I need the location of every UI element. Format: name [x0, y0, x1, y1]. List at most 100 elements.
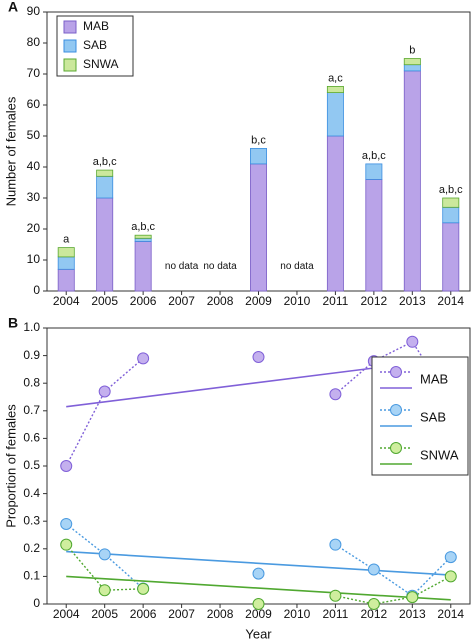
- bar-segment: [57, 256, 75, 270]
- bar-segment: [96, 197, 114, 292]
- y-tick-label: 0.4: [23, 486, 40, 500]
- x-tick-label: 2005: [91, 294, 118, 308]
- point: [98, 385, 111, 398]
- x-tick-label: 2013: [399, 294, 426, 308]
- y-tick-label: 0.6: [23, 431, 40, 445]
- x-tick-label: 2009: [245, 607, 272, 621]
- x-tick-label: 2004: [53, 294, 80, 308]
- x-tick-label: 2005: [91, 607, 118, 621]
- legend-box: [371, 356, 469, 476]
- bar-segment: [134, 240, 152, 292]
- bar-annotation: no data: [165, 261, 199, 272]
- point: [60, 538, 73, 551]
- y-tick-label: 0: [33, 596, 40, 610]
- point: [406, 335, 419, 348]
- bar-segment: [326, 135, 344, 292]
- bar-annotation: a,b,c: [93, 156, 117, 168]
- bar-annotation: a,b,c: [362, 150, 386, 162]
- y-tick-label: 90: [27, 4, 41, 18]
- bar-segment: [250, 163, 267, 292]
- x-tick-label: 2008: [207, 607, 234, 621]
- y-tick-label: 0.5: [23, 458, 40, 472]
- point: [444, 570, 457, 583]
- legend-swatch: [63, 58, 77, 72]
- dotted-line: [65, 544, 452, 605]
- x-tick-label: 2010: [284, 607, 311, 621]
- legend-swatch: [63, 39, 77, 53]
- y-tick-label: 0.7: [23, 403, 40, 417]
- bar-annotation: a,b,c: [439, 184, 463, 196]
- x-axis-label: Year: [245, 626, 272, 641]
- bar-segment: [250, 147, 267, 165]
- x-tick-label: 2006: [130, 294, 157, 308]
- y-tick-label: 0.2: [23, 541, 40, 555]
- y-tick-label: 50: [27, 128, 41, 142]
- point: [98, 548, 111, 561]
- x-tick-label: 2007: [168, 607, 195, 621]
- point: [367, 598, 380, 610]
- point: [329, 589, 342, 602]
- bar-segment: [403, 70, 421, 292]
- point: [137, 352, 150, 365]
- x-tick-label: 2010: [284, 294, 311, 308]
- bar-segment: [442, 197, 460, 208]
- point: [137, 582, 150, 595]
- y-tick-label: 0: [33, 283, 40, 297]
- bar-annotation: no data: [280, 261, 314, 272]
- legend-marker: [390, 404, 402, 416]
- bar-annotation: a,c: [328, 72, 343, 84]
- y-tick-label: 30: [27, 190, 41, 204]
- y-tick-label: 0.1: [23, 569, 40, 583]
- point: [60, 517, 73, 530]
- y-tick-label: 0.9: [23, 348, 40, 362]
- legend-marker: [390, 442, 402, 454]
- legend-label: SAB: [83, 38, 107, 52]
- bar-segment: [326, 86, 344, 94]
- bar-annotation: b: [409, 44, 415, 56]
- bar-segment: [403, 64, 421, 72]
- trend-line: [66, 550, 451, 576]
- bar-annotation: a,b,c: [131, 221, 155, 233]
- dotted-line: [65, 523, 452, 597]
- x-tick-label: 2007: [168, 294, 195, 308]
- legend-marker: [390, 366, 402, 378]
- y-tick-label: 0.3: [23, 513, 40, 527]
- bar-segment: [326, 92, 344, 137]
- y-tick-label: 60: [27, 97, 41, 111]
- y-tick-label: 0.8: [23, 375, 40, 389]
- point: [367, 563, 380, 576]
- y-tick-label: 20: [27, 221, 41, 235]
- legend-label: MAB: [83, 19, 109, 33]
- x-tick-label: 2006: [130, 607, 157, 621]
- legend-swatch: [63, 20, 77, 34]
- legend-label: SNWA: [83, 57, 119, 71]
- x-tick-label: 2011: [323, 607, 349, 621]
- bar-segment: [96, 169, 114, 177]
- x-tick-label: 2014: [437, 294, 464, 308]
- bar-segment: [442, 206, 460, 224]
- y-tick-label: 1.0: [23, 320, 40, 334]
- x-tick-label: 2012: [361, 607, 388, 621]
- x-tick-label: 2008: [207, 294, 234, 308]
- legend-label: SNWA: [420, 447, 459, 462]
- bar-segment: [134, 237, 152, 242]
- panel-label: B: [8, 315, 18, 331]
- bar-segment: [57, 268, 75, 292]
- x-tick-label: 2004: [53, 607, 80, 621]
- y-tick-label: 70: [27, 66, 41, 80]
- y-axis-label: Number of females: [3, 96, 18, 206]
- point: [252, 350, 265, 363]
- bar-segment: [403, 58, 421, 66]
- x-tick-label: 2012: [361, 294, 388, 308]
- bar-segment: [57, 247, 75, 258]
- point: [406, 591, 419, 604]
- x-tick-label: 2011: [323, 294, 349, 308]
- bar-segment: [134, 234, 152, 239]
- point: [98, 584, 111, 597]
- point: [444, 551, 457, 564]
- bar-annotation: b,c: [251, 134, 266, 146]
- x-tick-label: 2013: [399, 607, 426, 621]
- y-axis-label: Proportion of females: [3, 404, 18, 528]
- bar-segment: [365, 178, 383, 292]
- legend-label: SAB: [420, 409, 446, 424]
